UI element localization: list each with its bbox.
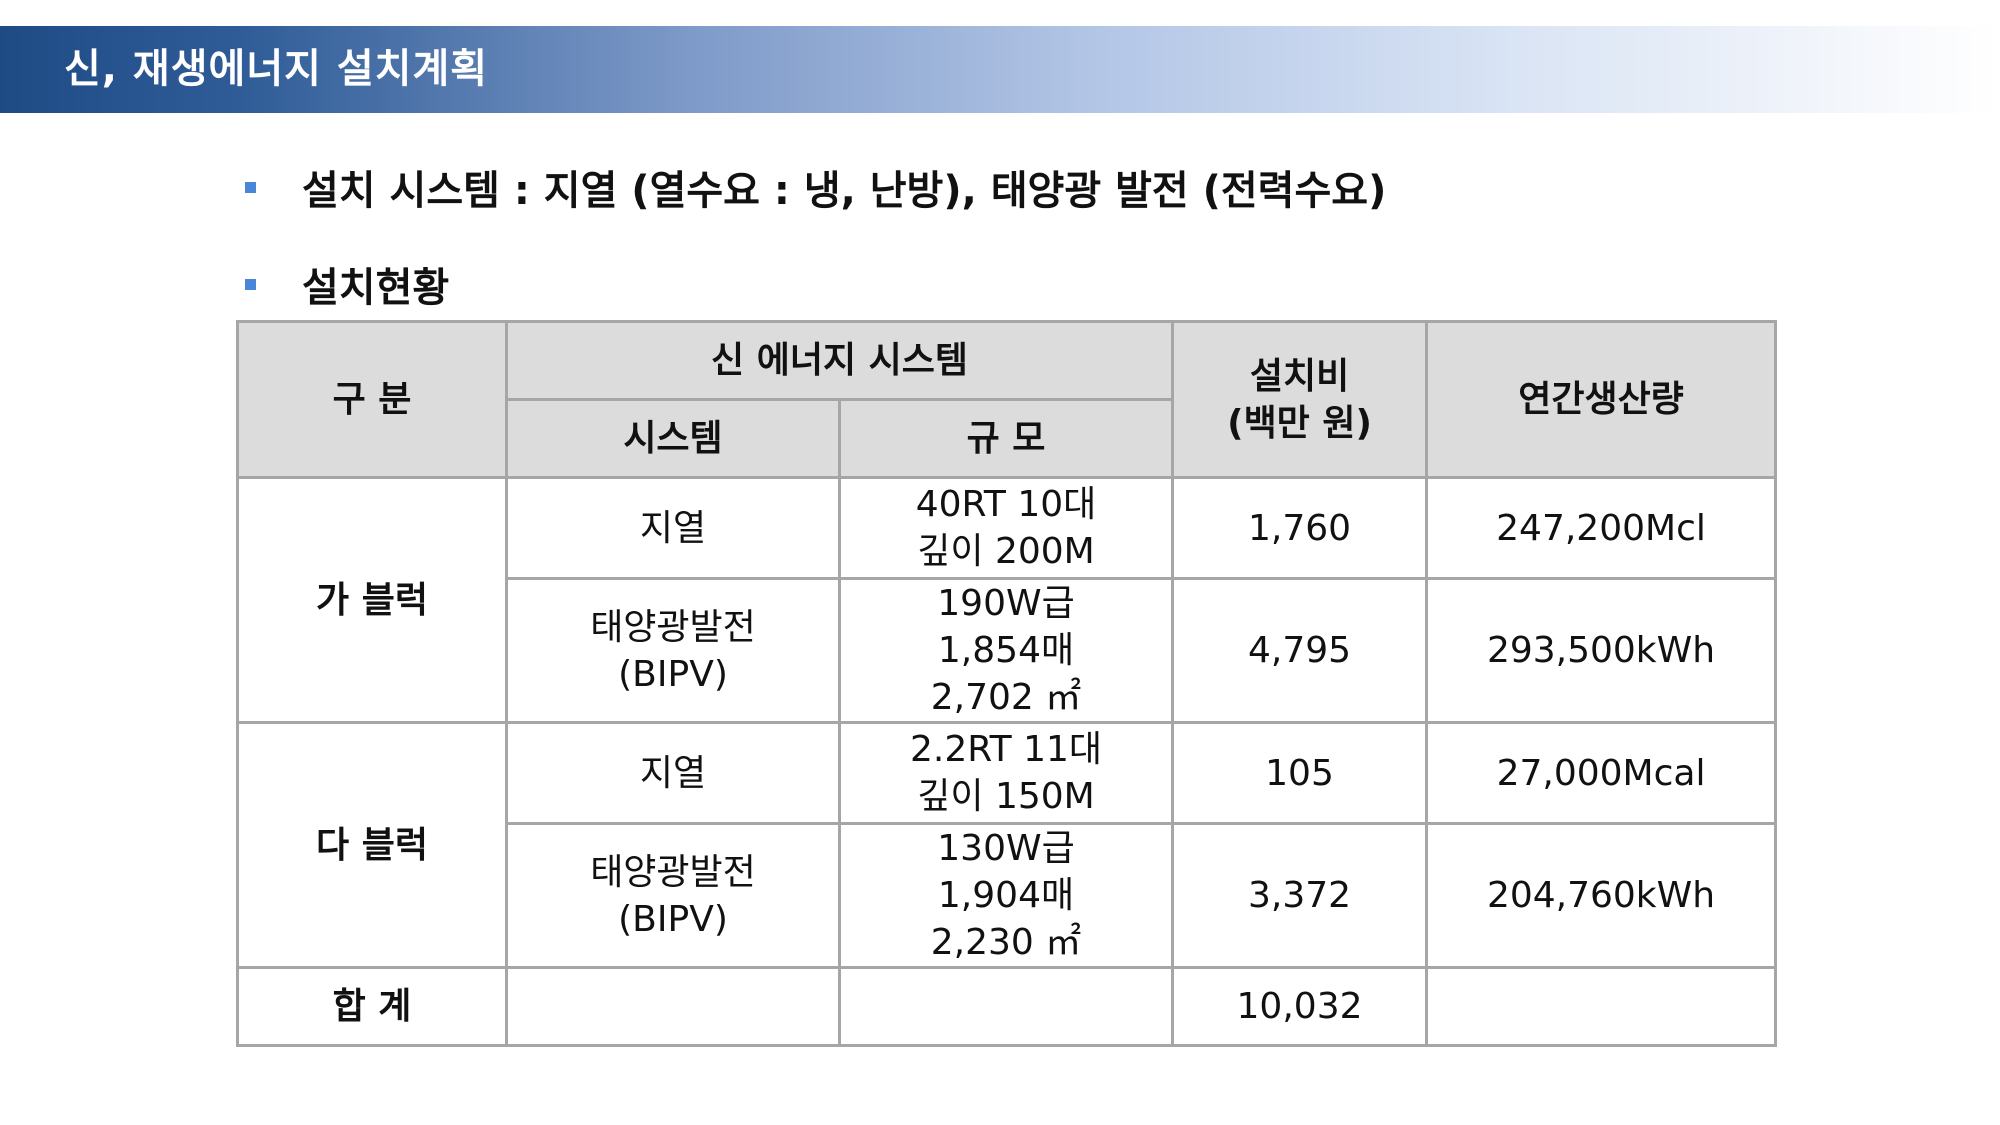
scale-cell: 40RT 10대 깊이 200M — [837, 476, 1175, 580]
system-text: (BIPV) — [618, 898, 728, 940]
cost-cell: 105 — [1171, 721, 1429, 825]
block-name: 가 블럭 — [236, 476, 508, 724]
scale-text: 130W급 — [937, 828, 1075, 869]
scale-cell: 190W급 1,854매 2,702 ㎡ — [837, 577, 1175, 724]
scale-text: 190W급 — [937, 583, 1075, 624]
system-text: 지열 — [639, 752, 707, 794]
header-cost-line: 설치비 — [1249, 355, 1350, 397]
bullet-square-icon — [245, 181, 256, 193]
header-annual-output: 연간생산량 — [1425, 320, 1778, 479]
annual-cell: 247,200Mcl — [1425, 476, 1778, 580]
system-cell: 태양광발전 (BIPV) — [505, 822, 841, 969]
annual-cell: 293,500kWh — [1425, 577, 1778, 724]
bullet-text: 설치 시스템 : 지열 (열수요 : 냉, 난방), 태양광 발전 (전력수요) — [302, 168, 1387, 214]
table-row: 태양광발전 (BIPV) 130W급 1,904매 2,230 ㎡ 3,372 … — [238, 822, 1778, 969]
header-row: 시스템 규 모 — [238, 398, 1776, 479]
header-system: 시스템 — [505, 398, 841, 479]
scale-text: 2.2RT 11대 — [910, 729, 1103, 770]
bullet-install-status: 설치현황 — [245, 255, 449, 313]
annual-cell: 27,000Mcal — [1425, 721, 1778, 825]
title-bar: 신, 재생에너지 설치계획 — [0, 26, 2000, 113]
scale-text: 1,854매 — [937, 630, 1075, 671]
bullet-square-icon — [245, 278, 256, 290]
table-row: 태양광발전 (BIPV) 190W급 1,854매 2,702 ㎡ 4,795 … — [238, 577, 1778, 724]
empty-cell — [837, 966, 1175, 1047]
block-name: 다 블럭 — [236, 721, 508, 969]
install-status-table: 구 분 신 에너지 시스템 설치비 (백만 원) 연간생산량 시스템 규 모 가… — [236, 320, 1778, 1047]
header-row: 구 분 신 에너지 시스템 설치비 (백만 원) 연간생산량 — [236, 320, 1778, 479]
system-text: (BIPV) — [618, 653, 728, 695]
system-text: 태양광발전 — [590, 606, 756, 648]
total-cost: 10,032 — [1171, 966, 1429, 1047]
header-install-cost: 설치비 (백만 원) — [1171, 320, 1429, 479]
total-label: 합 계 — [236, 966, 508, 1047]
empty-cell — [1425, 966, 1778, 1047]
cost-cell: 1,760 — [1171, 476, 1429, 580]
bullet-install-system: 설치 시스템 : 지열 (열수요 : 냉, 난방), 태양광 발전 (전력수요) — [245, 158, 1386, 216]
scale-text: 깊이 200M — [917, 531, 1095, 572]
scale-text: 깊이 150M — [917, 776, 1095, 817]
scale-cell: 2.2RT 11대 깊이 150M — [837, 721, 1175, 825]
system-cell: 지열 — [505, 476, 841, 580]
system-text: 태양광발전 — [590, 851, 756, 893]
slide-title: 신, 재생에너지 설치계획 — [64, 46, 489, 92]
scale-cell: 130W급 1,904매 2,230 ㎡ — [837, 822, 1175, 969]
empty-cell — [505, 966, 841, 1047]
scale-text: 40RT 10대 — [915, 484, 1097, 525]
scale-text: 1,904매 — [937, 875, 1075, 916]
system-text: 지열 — [639, 507, 707, 549]
system-cell: 지열 — [505, 721, 841, 825]
header-category: 구 분 — [236, 320, 508, 479]
scale-text: 2,230 ㎡ — [930, 922, 1082, 963]
bullet-text: 설치현황 — [302, 265, 450, 311]
scale-text: 2,702 ㎡ — [930, 677, 1082, 718]
table-row: 다 블럭 지열 2.2RT 11대 깊이 150M 105 27,000Mcal — [236, 721, 1778, 969]
header-new-energy-system: 신 에너지 시스템 — [504, 320, 1175, 401]
header-cost-unit: (백만 원) — [1227, 402, 1372, 444]
annual-cell: 204,760kWh — [1425, 822, 1778, 969]
total-row: 합 계 10,032 — [236, 966, 1778, 1047]
cost-cell: 4,795 — [1171, 577, 1429, 724]
header-scale: 규 모 — [837, 398, 1175, 479]
cost-cell: 3,372 — [1171, 822, 1429, 969]
table-row: 가 블럭 지열 40RT 10대 깊이 200M 1,760 247,200Mc… — [236, 476, 1778, 724]
system-cell: 태양광발전 (BIPV) — [505, 577, 841, 724]
